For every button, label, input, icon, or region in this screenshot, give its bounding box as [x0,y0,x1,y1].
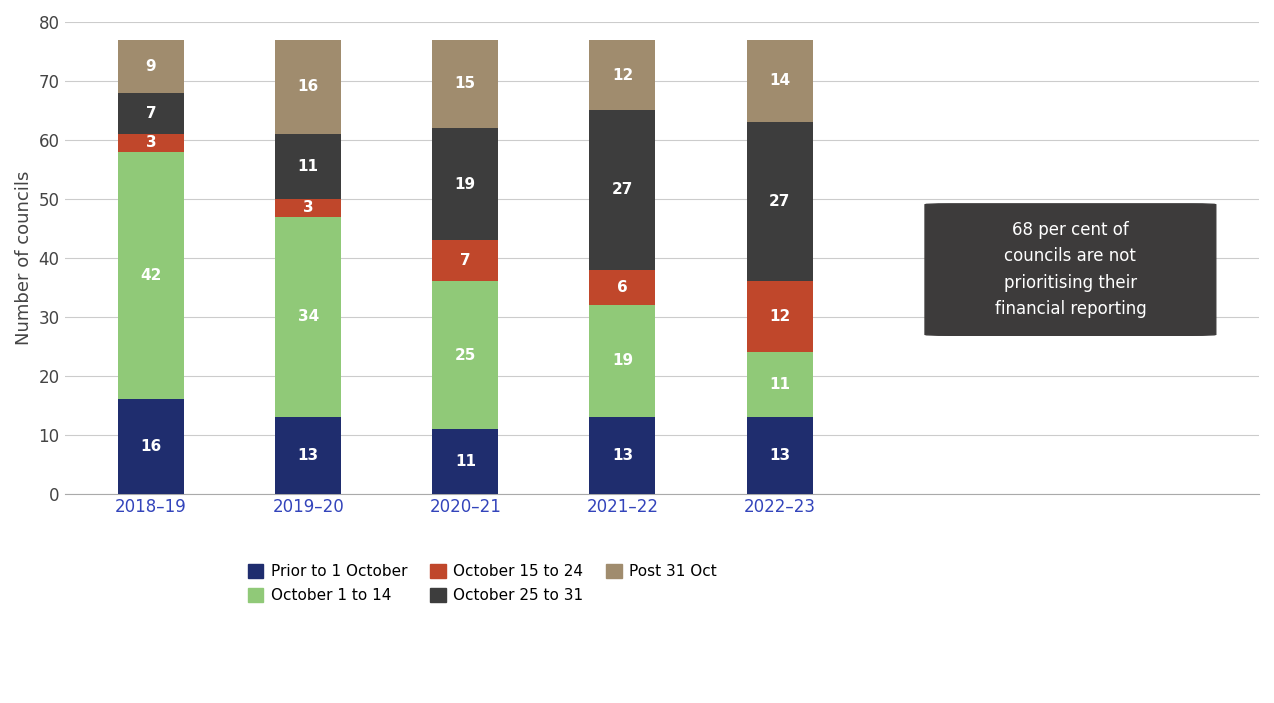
Text: 16: 16 [298,79,318,94]
Bar [590,305,656,417]
Text: 25: 25 [455,347,476,363]
Text: 14: 14 [769,73,790,89]
Text: 19: 19 [455,176,476,192]
Bar [747,417,813,494]
Bar [275,417,341,494]
Bar [747,352,813,417]
Bar [432,128,498,240]
Bar [275,39,341,134]
Bar [432,429,498,494]
Bar [747,122,813,281]
Y-axis label: Number of councils: Number of councils [15,171,33,345]
Text: 7: 7 [460,253,470,269]
Legend: Prior to 1 October, October 1 to 14, October 15 to 24, October 25 to 31, Post 31: Prior to 1 October, October 1 to 14, Oct… [242,557,724,610]
Text: 11: 11 [298,159,318,174]
Bar [590,39,656,110]
Text: 11: 11 [455,453,475,469]
Text: 12: 12 [769,309,790,324]
Text: 11: 11 [769,377,790,392]
Bar [590,110,656,269]
Bar [118,399,183,494]
FancyBboxPatch shape [925,204,1215,335]
Bar [118,134,183,152]
Bar [275,199,341,217]
Text: 3: 3 [303,200,313,215]
Text: 15: 15 [455,77,476,91]
Bar [590,417,656,494]
Bar [432,39,498,128]
Text: 16: 16 [140,439,162,454]
Text: 13: 13 [612,448,633,463]
Bar [118,152,183,399]
Text: 12: 12 [612,67,633,82]
Bar [118,93,183,134]
Text: 6: 6 [617,280,628,295]
Text: 27: 27 [769,194,790,209]
Text: 34: 34 [298,309,318,324]
Polygon shape [929,261,957,302]
Text: 19: 19 [612,354,633,368]
Text: 68 per cent of
councils are not
prioritising their
financial reporting: 68 per cent of councils are not prioriti… [995,221,1147,318]
Text: 42: 42 [140,268,162,283]
Text: 13: 13 [298,448,318,463]
Bar [590,269,656,305]
Bar [275,217,341,417]
Text: 13: 13 [769,448,790,463]
Bar [275,134,341,199]
Bar [747,39,813,122]
Bar [432,281,498,429]
Text: 9: 9 [145,59,157,74]
Bar [747,281,813,352]
Text: 7: 7 [145,106,157,121]
Bar [432,240,498,281]
Bar [118,39,183,93]
Text: 3: 3 [145,136,157,150]
Text: 27: 27 [612,183,633,198]
